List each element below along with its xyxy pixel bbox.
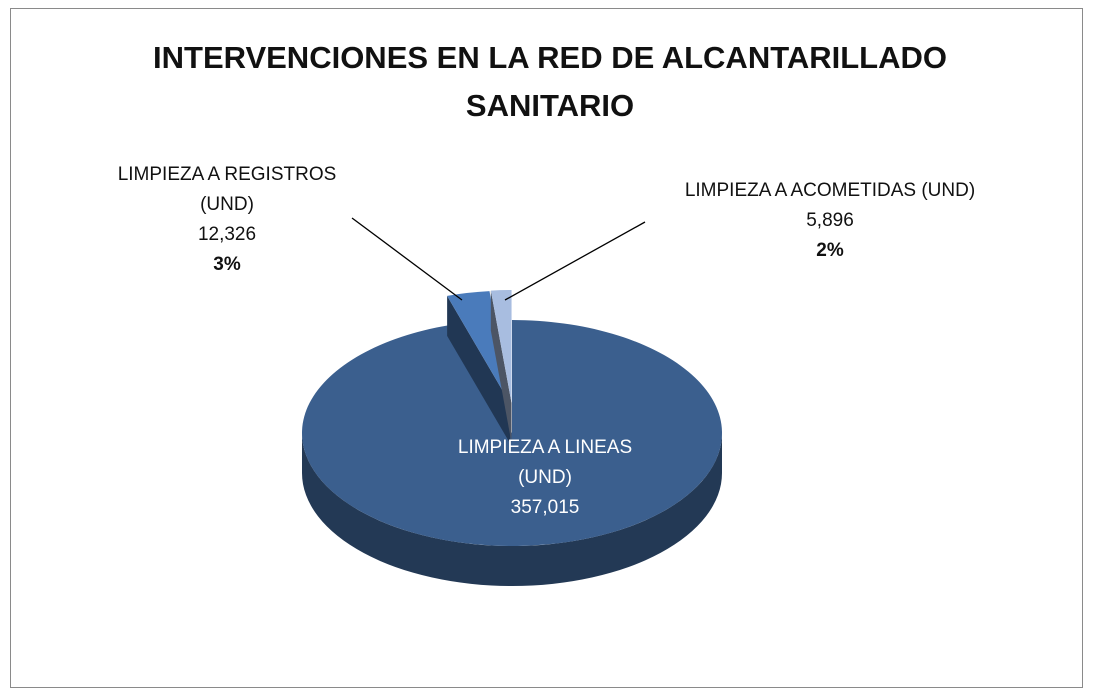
category-label: LIMPIEZA A REGISTROS (UND): [117, 164, 337, 215]
value-label: 357,015: [510, 497, 580, 518]
percent-label: 3%: [213, 254, 241, 275]
slice-wall: [490, 290, 512, 444]
data-label: LIMPIEZA A REGISTROS (UND) 12,326 3%: [92, 160, 362, 280]
category-label: LIMPIEZA A ACOMETIDAS (UND): [684, 180, 976, 201]
category-label: LIMPIEZA A LINEAS (UND): [457, 437, 633, 488]
value-label: 5,896: [806, 210, 854, 231]
leader-line: [504, 221, 646, 301]
percent-label: 2%: [816, 240, 844, 261]
leader-line: [351, 217, 463, 301]
slice: [302, 320, 723, 546]
data-label: LIMPIEZA A ACOMETIDAS (UND) 5,896 2%: [680, 176, 980, 266]
value-label: 12,326: [197, 224, 257, 245]
slice-wall: [447, 295, 511, 444]
slice: [490, 290, 512, 404]
chart-frame: [10, 8, 1083, 688]
slice-side: [302, 433, 722, 586]
data-label: LIMPIEZA A LINEAS (UND) 357,015: [435, 433, 655, 523]
chart-title: INTERVENCIONES EN LA RED DE ALCANTARILLA…: [153, 40, 947, 123]
